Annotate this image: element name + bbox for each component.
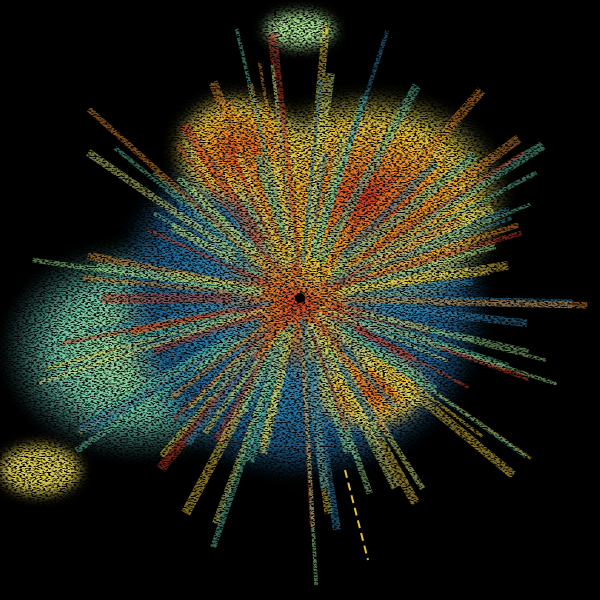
echo-ray — [178, 202, 245, 257]
echo-ray — [328, 317, 527, 459]
echo-ray — [336, 151, 478, 270]
echo-ray — [187, 351, 247, 410]
echo-ray — [117, 309, 241, 348]
echo-field — [0, 12, 588, 585]
echo-ray — [314, 310, 421, 409]
echo-ray — [318, 304, 448, 363]
echo-ray — [176, 175, 257, 256]
echo-ray — [86, 149, 239, 258]
echo-ray — [339, 344, 398, 409]
echo-ray — [326, 170, 538, 286]
echo-ray — [363, 310, 530, 354]
echo-ray — [254, 154, 288, 246]
echo-ray — [259, 370, 287, 455]
echo-ray — [235, 152, 289, 267]
echo-ray — [308, 321, 401, 490]
echo-ray — [170, 223, 236, 265]
echo-ray — [86, 107, 276, 277]
echo-ray — [301, 352, 319, 585]
echo-rays — [32, 23, 588, 585]
echo-ray — [359, 317, 442, 352]
echo-ray — [368, 204, 495, 270]
echo-ray — [331, 337, 388, 407]
echo-ray — [108, 334, 234, 411]
echo-ray — [184, 355, 258, 447]
echo-ray — [146, 228, 272, 287]
echo-ray — [234, 28, 286, 230]
echo-ray — [299, 317, 327, 490]
echo-ray — [272, 159, 297, 264]
echo-ray — [356, 327, 470, 389]
echo-ray — [239, 336, 282, 413]
echo-ray — [322, 335, 426, 491]
echo-ray — [346, 295, 588, 309]
echo-ray — [306, 362, 341, 531]
echo-ray — [179, 122, 267, 246]
echo-ray — [222, 99, 290, 259]
echo-ray — [194, 337, 242, 372]
echo-ray — [346, 172, 398, 238]
echo-ray — [330, 230, 522, 292]
echo-ray — [175, 143, 284, 278]
echo-ray — [337, 362, 377, 423]
echo-ray — [341, 306, 547, 362]
echo-ray — [363, 150, 526, 258]
echo-ray — [358, 345, 516, 479]
far-north-echo — [265, 12, 335, 48]
spoke-artifact — [344, 469, 369, 561]
echo-ray — [340, 261, 509, 297]
southwest-echo — [0, 445, 80, 495]
echo-ray — [311, 335, 349, 432]
echo-ray — [60, 307, 240, 346]
echo-ray — [84, 300, 272, 334]
echo-ray — [345, 299, 528, 327]
echo-ray — [301, 78, 323, 263]
echo-ray — [270, 64, 298, 259]
echo-ray — [317, 87, 486, 277]
echo-ray — [210, 370, 278, 549]
echo-ray — [304, 72, 335, 235]
echo-ray — [169, 321, 268, 400]
echo-ray — [211, 337, 266, 399]
echo-ray — [308, 139, 353, 260]
echo-ray — [339, 160, 439, 260]
echo-ray — [95, 261, 262, 297]
echo-ray — [37, 307, 266, 386]
echo-ray — [347, 222, 520, 285]
echo-ray — [315, 83, 421, 265]
echo-ray — [275, 363, 294, 423]
radar-site — [295, 293, 305, 303]
